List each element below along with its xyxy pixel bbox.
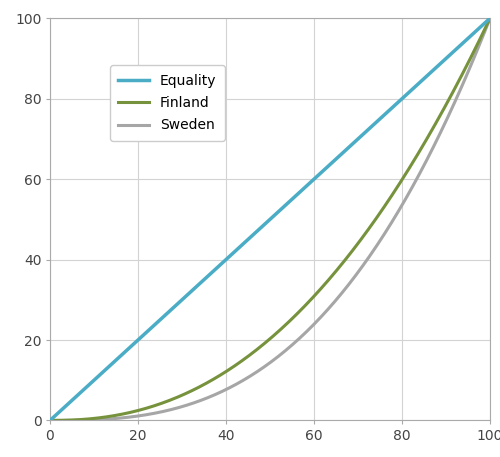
Legend: Equality, Finland, Sweden: Equality, Finland, Sweden <box>110 65 224 141</box>
